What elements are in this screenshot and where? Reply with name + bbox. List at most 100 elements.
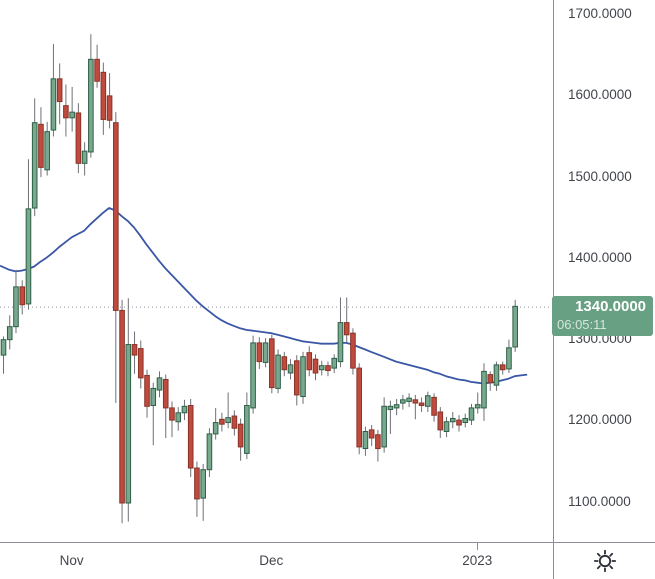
candle-down (312, 358, 319, 374)
candle-up (462, 417, 469, 424)
candle-up (300, 356, 306, 398)
candle-up (6, 326, 13, 341)
last-price-value: 1340.0000 (575, 298, 646, 316)
candle-up (318, 365, 325, 371)
price-scale-settings-button[interactable] (592, 548, 618, 574)
candle-down (231, 415, 238, 429)
candle-up (337, 322, 344, 363)
candle-down (19, 286, 26, 306)
candle-up (50, 78, 57, 131)
candle-up (125, 344, 132, 504)
candle-down (412, 399, 419, 404)
candle-down (343, 322, 350, 336)
candle-down (113, 122, 119, 311)
candle-up (0, 339, 7, 356)
candle-down (456, 419, 462, 426)
candle-down (418, 402, 425, 406)
candle-down (144, 374, 150, 407)
candle-up (362, 430, 369, 450)
candle-down (237, 423, 244, 448)
candle-down (162, 378, 169, 409)
bar-countdown: 06:05:11 (557, 317, 607, 333)
candle-down (194, 467, 200, 500)
candle-down (499, 364, 506, 371)
candlestick-chart[interactable] (0, 0, 553, 542)
candle-down (137, 348, 144, 379)
candle-up (13, 286, 19, 328)
price-axis-label: 1500.0000 (568, 168, 632, 184)
candle-down (368, 429, 375, 439)
candle-up (181, 405, 188, 414)
candle-down (100, 71, 107, 120)
candle-up (425, 395, 431, 407)
candle-down (63, 105, 69, 119)
candle-up (88, 58, 94, 153)
gear-icon (593, 549, 616, 573)
candle-up (69, 111, 75, 119)
candle-up (31, 122, 38, 209)
time-axis-tick (477, 543, 479, 550)
candle-down (281, 356, 288, 371)
last-price-badge: 1340.0000 06:05:11 (552, 296, 653, 337)
candle-up (287, 364, 294, 374)
candle-down (56, 78, 63, 103)
ma-line (0, 207, 528, 385)
axis-settings-corner (553, 542, 655, 579)
candle-down (119, 309, 125, 504)
candle-down (131, 344, 138, 356)
candle-up (406, 397, 412, 402)
candle-up (449, 417, 456, 423)
candle-down (75, 112, 82, 164)
candle-up (387, 405, 394, 411)
candle-down (325, 365, 331, 372)
candle-up (400, 399, 406, 404)
candle-down (94, 58, 100, 82)
candle-up (381, 405, 387, 448)
candle-down (306, 352, 313, 371)
candle-up (250, 342, 256, 409)
candle-up (262, 342, 269, 363)
candle-up (175, 412, 182, 423)
candle-up (244, 404, 250, 454)
candle-up (512, 305, 518, 348)
candle-up (200, 469, 206, 499)
price-axis[interactable]: 1700.0000 1600.0000 1500.0000 1400.0000 1300… (553, 0, 655, 542)
candle-down (431, 396, 437, 416)
candle-up (493, 364, 500, 386)
candle-up (275, 354, 281, 389)
candle-down (375, 434, 381, 450)
candle-down (256, 342, 263, 363)
candle-down (106, 95, 113, 121)
price-axis-label: 1600.0000 (568, 87, 632, 103)
candle-down (38, 123, 44, 168)
candle-up (331, 357, 338, 369)
time-axis-label: Dec (259, 553, 284, 568)
price-axis-label: 1100.0000 (568, 493, 631, 509)
time-axis[interactable]: Nov Dec 2023 (0, 542, 655, 579)
time-axis-label: Nov (59, 553, 84, 568)
candle-up (443, 421, 450, 432)
candle-up (225, 417, 231, 424)
candle-up (481, 370, 487, 409)
candle-down (356, 367, 362, 448)
candle-up (212, 422, 219, 435)
price-axis-label: 1200.0000 (568, 412, 632, 428)
candle-up (156, 377, 163, 391)
candle-down (437, 411, 444, 431)
candle-up (25, 208, 32, 305)
chart-canvas (0, 34, 553, 524)
candle-down (293, 360, 300, 396)
price-axis-label: 1400.0000 (568, 249, 632, 265)
candle-down (169, 407, 175, 421)
candle-up (468, 407, 475, 421)
price-axis-label: 1700.0000 (568, 6, 632, 22)
candle-up (393, 404, 400, 409)
candle-up (206, 433, 213, 471)
candle-down (219, 418, 225, 425)
candle-down (487, 374, 494, 384)
candle-up (150, 387, 157, 406)
candle-up (474, 404, 481, 409)
candle-up (81, 150, 88, 164)
candle-up (506, 347, 512, 370)
